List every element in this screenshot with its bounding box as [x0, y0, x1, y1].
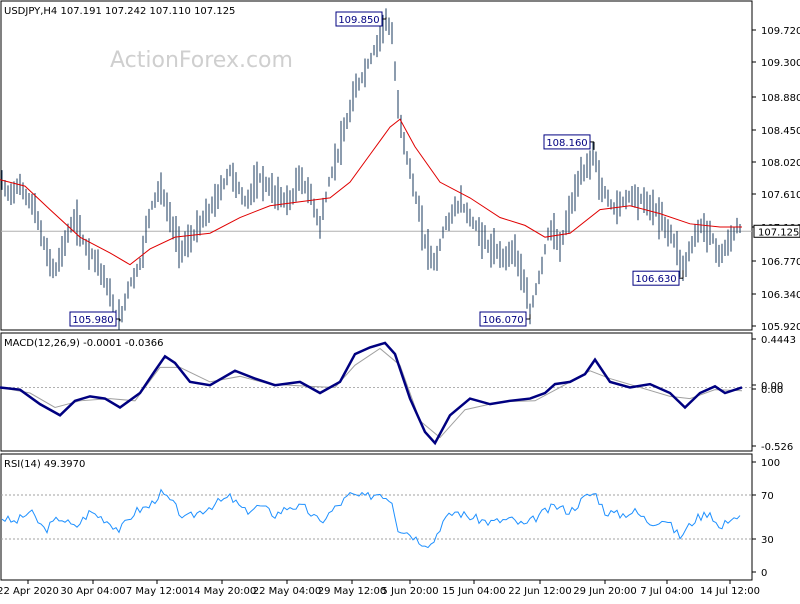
price-ytick-label: 108.450 [761, 126, 800, 137]
price-ytick-label: 107.610 [761, 190, 800, 201]
extreme-label-text: 106.630 [635, 274, 676, 285]
extreme-label-box [543, 134, 591, 150]
current-price-label: 107.125 [758, 227, 799, 238]
extreme-label-box [479, 311, 527, 327]
price-ytick-label: 108.020 [761, 158, 800, 169]
x-tick-label: 14 May 20:00 [188, 586, 257, 597]
macd-header: MACD(12,26,9) -0.0001 -0.0366 [4, 338, 164, 349]
extreme-label-text: 108.160 [546, 138, 587, 149]
macd-panel [0, 332, 753, 452]
watermark: ActionForex.com [110, 48, 293, 73]
x-tick-label: 22 May 04:00 [253, 586, 322, 597]
extreme-label-text: 109.850 [338, 15, 379, 26]
extreme-label-box [632, 270, 680, 286]
macd-line [0, 341, 743, 446]
price-ytick-label: 109.720 [761, 26, 800, 37]
macd-signal-line [0, 347, 743, 439]
x-tick-label: 14 Jul 12:00 [700, 586, 760, 597]
macd-ytick-label: 0.00 [761, 381, 783, 392]
price-ytick-label: 105.920 [761, 322, 800, 333]
x-tick-label: 29 May 12:00 [318, 586, 387, 597]
macd-ytick-label: 0.4443 [761, 335, 796, 346]
price-ytick-label: 109.300 [761, 58, 800, 69]
x-tick-label: 7 Jul 04:00 [640, 586, 694, 597]
price-ytick-label: 106.770 [761, 257, 800, 268]
extreme-label-text: 105.980 [72, 315, 113, 326]
extreme-label-box [69, 311, 117, 327]
extreme-label-box [335, 11, 383, 27]
rsi-ytick-label: 0 [761, 568, 767, 579]
extreme-label-text: 106.070 [482, 315, 523, 326]
rsi-line [1, 488, 741, 549]
rsi-panel [0, 453, 753, 581]
macd-ytick-label: -0.526 [761, 442, 793, 453]
macd-ytick-label: 0.00 [761, 385, 783, 396]
x-tick-label: 22 Apr 2020 [0, 586, 59, 597]
x-tick-label: 15 Jun 04:00 [442, 586, 506, 597]
x-tick-label: 29 Jun 20:00 [573, 586, 637, 597]
x-tick-label: 22 Jun 12:00 [508, 586, 572, 597]
x-tick-label: 30 Apr 04:00 [60, 586, 125, 597]
moving-average-line [0, 118, 742, 266]
price-ytick-label: 108.880 [761, 93, 800, 104]
x-tick-label: 5 Jun 20:00 [381, 586, 438, 597]
rsi-ytick-label: 100 [761, 458, 780, 469]
rsi-ytick-label: 70 [761, 491, 774, 502]
x-tick-label: 7 May 12:00 [126, 586, 188, 597]
current-price-box [753, 224, 800, 238]
price-ytick-label: 106.340 [761, 290, 800, 301]
rsi-ytick-label: 30 [761, 535, 774, 546]
rsi-header: RSI(14) 49.3970 [4, 459, 85, 470]
price-header: USDJPY,H4 107.191 107.242 107.110 107.12… [4, 6, 235, 17]
